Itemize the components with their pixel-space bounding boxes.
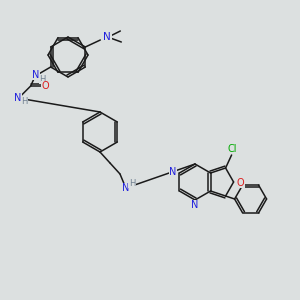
Text: N: N bbox=[14, 93, 21, 103]
Text: H: H bbox=[40, 74, 46, 83]
Text: H: H bbox=[22, 98, 28, 106]
Text: O: O bbox=[42, 81, 50, 91]
Text: N: N bbox=[122, 183, 130, 193]
Text: N: N bbox=[169, 167, 176, 177]
Text: O: O bbox=[237, 178, 244, 188]
Text: Cl: Cl bbox=[228, 144, 237, 154]
Text: H: H bbox=[129, 178, 135, 188]
Text: N: N bbox=[191, 200, 199, 210]
Text: N: N bbox=[103, 32, 111, 42]
Text: N: N bbox=[32, 70, 39, 80]
